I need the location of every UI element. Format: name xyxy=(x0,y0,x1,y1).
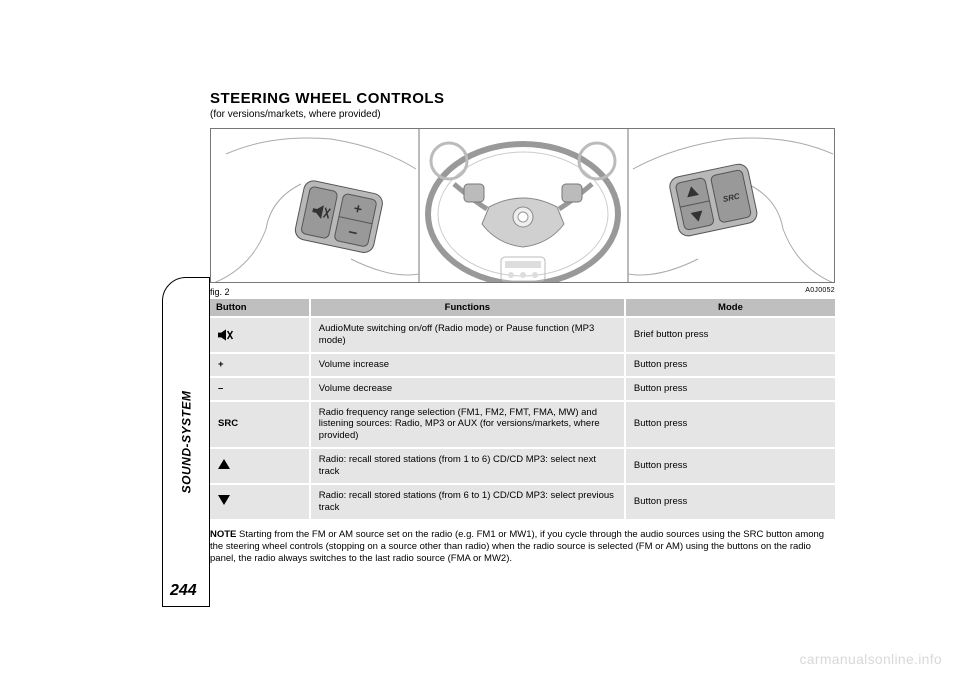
figure-caption-left: fig. 2 xyxy=(210,287,230,297)
figure-caption: fig. 2 A0J0052 xyxy=(210,287,835,297)
cell-function: AudioMute switching on/off (Radio mode) … xyxy=(310,317,625,353)
cell-mode: Button press xyxy=(625,448,835,484)
cell-mode: Button press xyxy=(625,401,835,449)
figure-caption-right: A0J0052 xyxy=(805,287,835,297)
cell-mode: Brief button press xyxy=(625,317,835,353)
page-content: STEERING WHEEL CONTROLS (for versions/ma… xyxy=(145,90,835,566)
note-paragraph: NOTE Starting from the FM or AM source s… xyxy=(210,529,835,566)
page-title: STEERING WHEEL CONTROLS xyxy=(210,90,835,107)
cell-mode: Button press xyxy=(625,377,835,401)
cell-mode: Button press xyxy=(625,484,835,519)
col-header-functions: Functions xyxy=(310,299,625,317)
note-text: Starting from the FM or AM source set on… xyxy=(210,529,824,565)
cell-function: Radio: recall stored stations (from 1 to… xyxy=(310,448,625,484)
figure-illustration: + – xyxy=(210,128,835,283)
table-header-row: Button Functions Mode xyxy=(210,299,835,317)
table-row: Radio: recall stored stations (from 6 to… xyxy=(210,484,835,519)
cell-button xyxy=(210,484,310,519)
cell-button: SRC xyxy=(210,401,310,449)
page-number: 244 xyxy=(170,582,197,600)
table-row: +Volume increaseButton press xyxy=(210,353,835,377)
cell-button: – xyxy=(210,377,310,401)
cell-function: Volume increase xyxy=(310,353,625,377)
table-row: AudioMute switching on/off (Radio mode) … xyxy=(210,317,835,353)
cell-button xyxy=(210,317,310,353)
down-icon xyxy=(218,497,230,508)
page-subtitle: (for versions/markets, where provided) xyxy=(210,109,835,120)
cell-function: Radio: recall stored stations (from 6 to… xyxy=(310,484,625,519)
cell-mode: Button press xyxy=(625,353,835,377)
cell-button: + xyxy=(210,353,310,377)
table-row: SRCRadio frequency range selection (FM1,… xyxy=(210,401,835,449)
mute-icon xyxy=(218,329,234,340)
watermark: carmanualsonline.info xyxy=(800,651,943,667)
cell-function: Volume decrease xyxy=(310,377,625,401)
col-header-button: Button xyxy=(210,299,310,317)
table-row: –Volume decreaseButton press xyxy=(210,377,835,401)
table-row: Radio: recall stored stations (from 1 to… xyxy=(210,448,835,484)
cell-function: Radio frequency range selection (FM1, FM… xyxy=(310,401,625,449)
cell-button xyxy=(210,448,310,484)
up-icon xyxy=(218,461,230,472)
controls-table: Button Functions Mode AudioMute switchin… xyxy=(210,299,835,519)
col-header-mode: Mode xyxy=(625,299,835,317)
note-label: NOTE xyxy=(210,529,236,540)
